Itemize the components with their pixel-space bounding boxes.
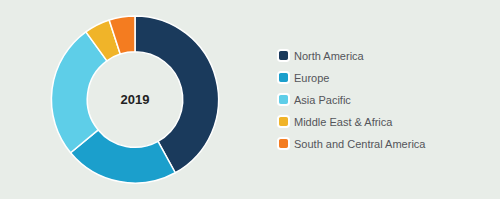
svg-text:2019: 2019 [121, 92, 150, 107]
svg-text:Europe: Europe [294, 72, 329, 84]
svg-text:North America: North America [294, 50, 365, 62]
svg-text:Middle East & Africa: Middle East & Africa [294, 116, 393, 128]
svg-text:South and Central America: South and Central America [294, 138, 426, 150]
svg-text:Asia Pacific: Asia Pacific [294, 94, 351, 106]
